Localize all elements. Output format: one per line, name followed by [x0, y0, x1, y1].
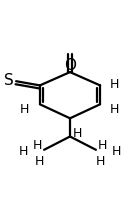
Text: H: H: [20, 103, 29, 116]
Text: H: H: [112, 145, 121, 158]
Text: H: H: [19, 145, 28, 158]
Text: H: H: [110, 78, 119, 91]
Text: H: H: [35, 155, 44, 168]
Text: H: H: [96, 155, 105, 168]
Text: H: H: [110, 103, 119, 116]
Text: H: H: [98, 139, 107, 152]
Text: O: O: [64, 58, 76, 73]
Text: H: H: [33, 139, 42, 152]
Text: H: H: [73, 127, 82, 140]
Text: S: S: [4, 73, 14, 88]
